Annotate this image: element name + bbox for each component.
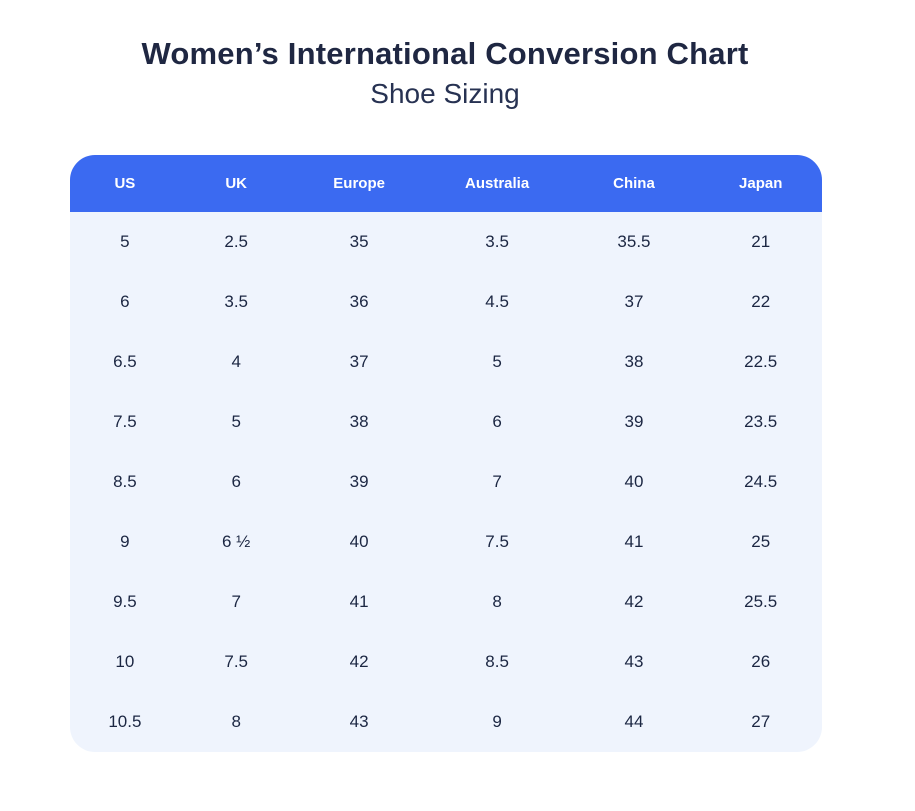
table-cell: 2.5 — [224, 231, 248, 251]
table-cell: 5 — [120, 231, 130, 251]
table-cell: 39 — [349, 471, 369, 491]
table-cell: 42 — [349, 651, 369, 671]
table-cell: 22 — [751, 291, 771, 311]
table-cell: 7.5 — [224, 651, 248, 671]
table-row: 7.5 5 38 6 39 23.5 — [70, 392, 822, 452]
table-cell: 9.5 — [113, 591, 137, 611]
table-cell: 25 — [751, 531, 771, 551]
table-cell: 3.5 — [224, 291, 248, 311]
table-row: 9 6 ½ 40 7.5 41 25 — [70, 512, 822, 572]
table-cell: 6 ½ — [222, 531, 251, 551]
table-cell: 35.5 — [617, 231, 651, 251]
table-cell: 43 — [349, 711, 369, 731]
table-header-row: US UK Europe Australia China Japan — [70, 154, 822, 212]
table-cell: 8.5 — [113, 471, 137, 491]
table-cell: 5 — [492, 351, 502, 371]
table-cell: 6 — [231, 471, 241, 491]
page-title: Women’s International Conversion Chart — [141, 36, 749, 71]
column-header-australia: Australia — [465, 174, 530, 192]
size-conversion-table: US UK Europe Australia China Japan 5 2.5… — [70, 154, 822, 752]
table-cell: 4 — [231, 351, 241, 371]
table-cell: 6 — [120, 291, 130, 311]
column-header-europe: Europe — [333, 174, 385, 192]
table-cell: 9 — [492, 711, 502, 731]
table-cell: 6 — [492, 411, 502, 431]
table-cell: 24.5 — [744, 471, 778, 491]
conversion-table: US UK Europe Australia China Japan 5 2.5… — [70, 154, 822, 752]
table-cell: 27 — [751, 711, 771, 731]
table-cell: 40 — [624, 471, 644, 491]
column-header-japan: Japan — [739, 174, 783, 192]
table-cell: 10.5 — [108, 711, 142, 731]
column-header-us: US — [114, 174, 136, 192]
table-cell: 4.5 — [485, 291, 509, 311]
column-header-uk: UK — [225, 174, 248, 192]
table-cell: 7 — [492, 471, 502, 491]
table-cell: 22.5 — [744, 351, 778, 371]
table-cell: 35 — [349, 231, 369, 251]
table-cell: 36 — [349, 291, 369, 311]
table-cell: 7 — [231, 591, 241, 611]
table-cell: 37 — [349, 351, 369, 371]
table-cell: 26 — [751, 651, 771, 671]
table-cell: 38 — [349, 411, 369, 431]
table-cell: 7.5 — [485, 531, 509, 551]
table-cell: 39 — [624, 411, 644, 431]
table-cell: 23.5 — [744, 411, 778, 431]
table-row: 9.5 7 41 8 42 25.5 — [70, 572, 822, 632]
table-cell: 5 — [231, 411, 241, 431]
page-content: Women’s International Conversion Chart S… — [0, 34, 890, 752]
table-row: 10.5 8 43 9 44 27 — [70, 692, 822, 752]
table-row: 10 7.5 42 8.5 43 26 — [70, 632, 822, 692]
table-cell: 41 — [349, 591, 369, 611]
table-row: 6 3.5 36 4.5 37 22 — [70, 272, 822, 332]
table-cell: 42 — [624, 591, 644, 611]
table-cell: 37 — [624, 291, 644, 311]
table-cell: 3.5 — [485, 231, 509, 251]
table-cell: 10 — [115, 651, 135, 671]
table-cell: 40 — [349, 531, 369, 551]
page-subtitle: Shoe Sizing — [370, 78, 520, 110]
table-cell: 9 — [120, 531, 130, 551]
table-row: 6.5 4 37 5 38 22.5 — [70, 332, 822, 392]
table-cell: 21 — [751, 231, 771, 251]
table-row: 5 2.5 35 3.5 35.5 21 — [70, 212, 822, 272]
table-row: 8.5 6 39 7 40 24.5 — [70, 452, 822, 512]
table-cell: 8 — [492, 591, 502, 611]
table-cell: 6.5 — [113, 351, 137, 371]
table-cell: 38 — [624, 351, 644, 371]
table-cell: 25.5 — [744, 591, 778, 611]
column-header-china: China — [613, 174, 655, 192]
table-cell: 44 — [624, 711, 644, 731]
table-cell: 8 — [231, 711, 241, 731]
table-cell: 41 — [624, 531, 644, 551]
table-cell: 43 — [624, 651, 644, 671]
table-cell: 7.5 — [113, 411, 137, 431]
table-cell: 8.5 — [485, 651, 509, 671]
